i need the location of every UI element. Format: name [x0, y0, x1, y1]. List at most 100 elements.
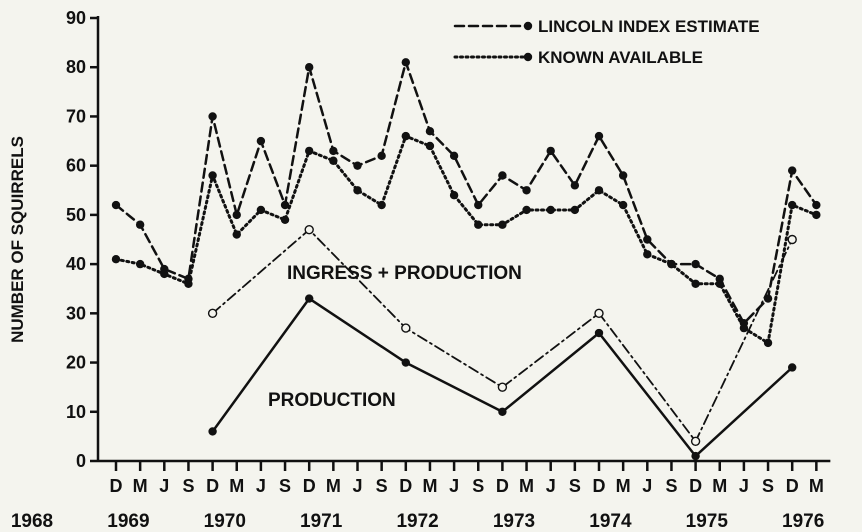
x-year-label: 1976	[782, 511, 824, 532]
data-point	[111, 200, 121, 210]
x-tick-label: M	[616, 476, 631, 496]
series-lincoln-index-estimate	[111, 58, 821, 328]
data-point	[691, 451, 700, 461]
series-line	[114, 61, 818, 325]
data-point	[377, 200, 386, 210]
data-point	[208, 171, 217, 180]
data-point	[643, 250, 652, 259]
data-point	[184, 279, 193, 288]
y-tick-label: 40	[66, 254, 86, 274]
data-point	[304, 224, 314, 235]
x-tick-label: S	[376, 476, 388, 496]
x-tick-label: J	[159, 476, 169, 496]
data-point	[329, 146, 338, 156]
data-point	[280, 200, 290, 210]
series-layer	[111, 58, 821, 461]
y-tick-label: 20	[66, 353, 86, 373]
x-tick-label: J	[256, 476, 266, 496]
x-tick-label: D	[786, 476, 799, 496]
x-tick-label: M	[326, 476, 341, 496]
x-year-label: 1972	[396, 511, 438, 532]
data-point	[256, 136, 266, 146]
x-tick-label: D	[110, 476, 123, 496]
x-year-label: 1969	[107, 511, 149, 532]
data-point	[618, 171, 628, 180]
data-point	[594, 308, 604, 319]
series-ingress-production	[207, 224, 797, 447]
x-tick-label: M	[519, 476, 534, 496]
data-point	[739, 323, 749, 333]
x-year-label: 1968	[11, 511, 53, 532]
x-year-label: 1975	[686, 511, 729, 532]
x-tick-label: M	[422, 476, 437, 496]
data-point	[208, 112, 217, 121]
data-point	[449, 191, 459, 200]
y-tick-label: 70	[66, 106, 86, 126]
legend-label: LINCOLN INDEX ESTIMATE	[538, 17, 760, 36]
data-point	[594, 328, 604, 338]
x-tick-label: M	[229, 476, 244, 496]
data-point	[812, 200, 821, 210]
x-tick-label: S	[279, 476, 291, 496]
y-tick-label: 50	[66, 205, 86, 225]
data-point	[401, 58, 410, 67]
data-point	[787, 234, 797, 245]
x-year-label: 1973	[493, 511, 535, 532]
data-point	[522, 186, 531, 195]
y-axis-label: NUMBER OF SQUIRRELS	[8, 136, 27, 343]
data-point	[788, 166, 797, 175]
data-point	[449, 151, 459, 161]
annotations: INGRESS + PRODUCTION PRODUCTION	[268, 263, 522, 411]
x-tick-label: S	[762, 476, 774, 496]
series-production	[208, 294, 797, 461]
series-line	[211, 297, 794, 458]
data-point	[497, 382, 508, 392]
y-tick-label: 90	[66, 8, 86, 28]
data-point	[594, 131, 604, 141]
annotation-label: PRODUCTION	[268, 390, 396, 411]
x-year-label: 1974	[589, 511, 632, 532]
data-point	[763, 294, 773, 303]
x-tick-label: D	[206, 476, 219, 496]
data-point	[618, 200, 628, 210]
data-point	[570, 205, 580, 215]
y-tick-label: 60	[66, 156, 86, 176]
data-point	[135, 220, 145, 229]
data-point	[498, 220, 507, 229]
x-tick-label: J	[449, 476, 459, 496]
x-tick-label: S	[665, 476, 677, 496]
series-line	[114, 134, 818, 345]
x-tick-label: D	[496, 476, 509, 496]
data-point	[643, 235, 652, 244]
x-tick-label: J	[642, 476, 652, 496]
x-tick-label: J	[739, 476, 749, 496]
legend-swatch-marker	[523, 21, 533, 31]
x-year-label: 1970	[204, 511, 246, 532]
data-point	[232, 230, 241, 239]
x-tick-label: D	[593, 476, 606, 496]
data-point	[788, 200, 797, 210]
x-tick-label: M	[712, 476, 727, 496]
data-point	[377, 151, 386, 161]
data-point	[522, 205, 531, 215]
data-point	[788, 363, 797, 372]
data-point	[207, 308, 218, 319]
data-point	[715, 279, 724, 288]
data-point	[474, 220, 483, 229]
data-point	[305, 146, 314, 156]
x-tick-label: M	[133, 476, 148, 496]
x-tick-label: S	[182, 476, 194, 496]
data-point	[570, 181, 580, 190]
data-point	[594, 186, 604, 195]
annotation-label: INGRESS + PRODUCTION	[287, 263, 522, 284]
y-tick-label: 80	[66, 57, 86, 77]
data-point	[425, 141, 435, 151]
data-point	[208, 427, 217, 436]
data-point	[763, 338, 773, 348]
y-tick-label: 30	[66, 303, 86, 323]
y-axis: 0 10 20 30 40 50 60 70 80 90 NUMBER OF SQUIRRELS	[8, 8, 100, 471]
x-tick-label: D	[399, 476, 412, 496]
data-point	[135, 259, 145, 269]
